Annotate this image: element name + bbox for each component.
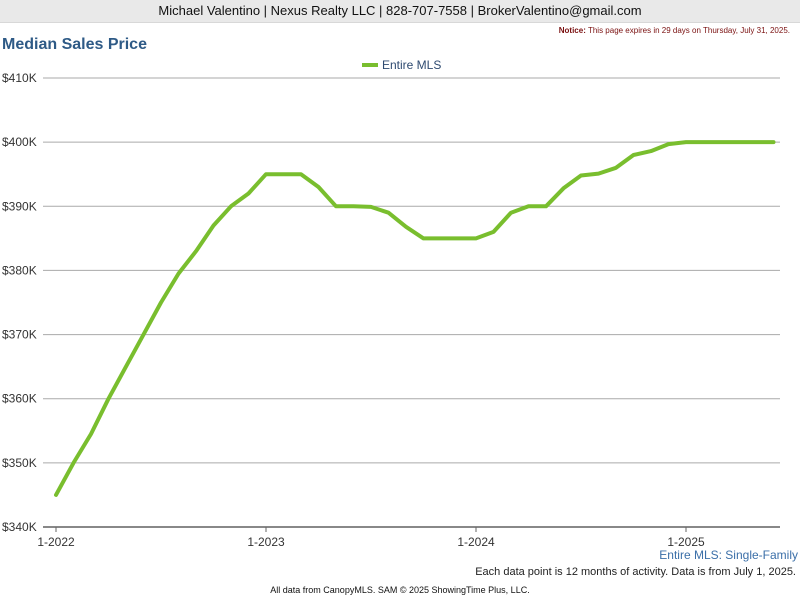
y-tick-label: $410K	[2, 71, 37, 85]
copyright-text: All data from CanopyMLS. SAM © 2025 Show…	[270, 585, 530, 595]
chart-subtitle: Entire MLS: Single-Family	[659, 548, 798, 562]
x-tick-label: 1-2023	[247, 535, 285, 549]
legend-label: Entire MLS	[382, 58, 442, 72]
notice-text: This page expires in 29 days on Thursday…	[587, 26, 790, 35]
y-tick-label: $380K	[2, 263, 37, 277]
x-tick-label: 1-2022	[37, 535, 75, 549]
y-tick-label: $360K	[2, 392, 37, 406]
expiry-notice: Notice: This page expires in 29 days on …	[559, 26, 790, 35]
header-contact-text: Michael Valentino | Nexus Realty LLC | 8…	[158, 3, 642, 18]
header-bar: Michael Valentino | Nexus Realty LLC | 8…	[0, 0, 800, 23]
chart-title: Median Sales Price	[2, 36, 147, 53]
x-tick-label: 1-2024	[457, 535, 495, 549]
y-tick-label: $340K	[2, 520, 37, 534]
data-footnote: Each data point is 12 months of activity…	[475, 566, 796, 578]
legend-swatch	[362, 63, 378, 67]
series-line-entire-mls	[54, 140, 776, 497]
y-tick-label: $390K	[2, 199, 37, 213]
y-tick-label: $400K	[2, 135, 37, 149]
y-tick-label: $370K	[2, 328, 37, 342]
x-tick-label: 1-2025	[667, 535, 705, 549]
notice-label: Notice:	[558, 26, 586, 35]
y-tick-label: $350K	[2, 456, 37, 470]
chart-legend: Entire MLS	[362, 57, 441, 73]
